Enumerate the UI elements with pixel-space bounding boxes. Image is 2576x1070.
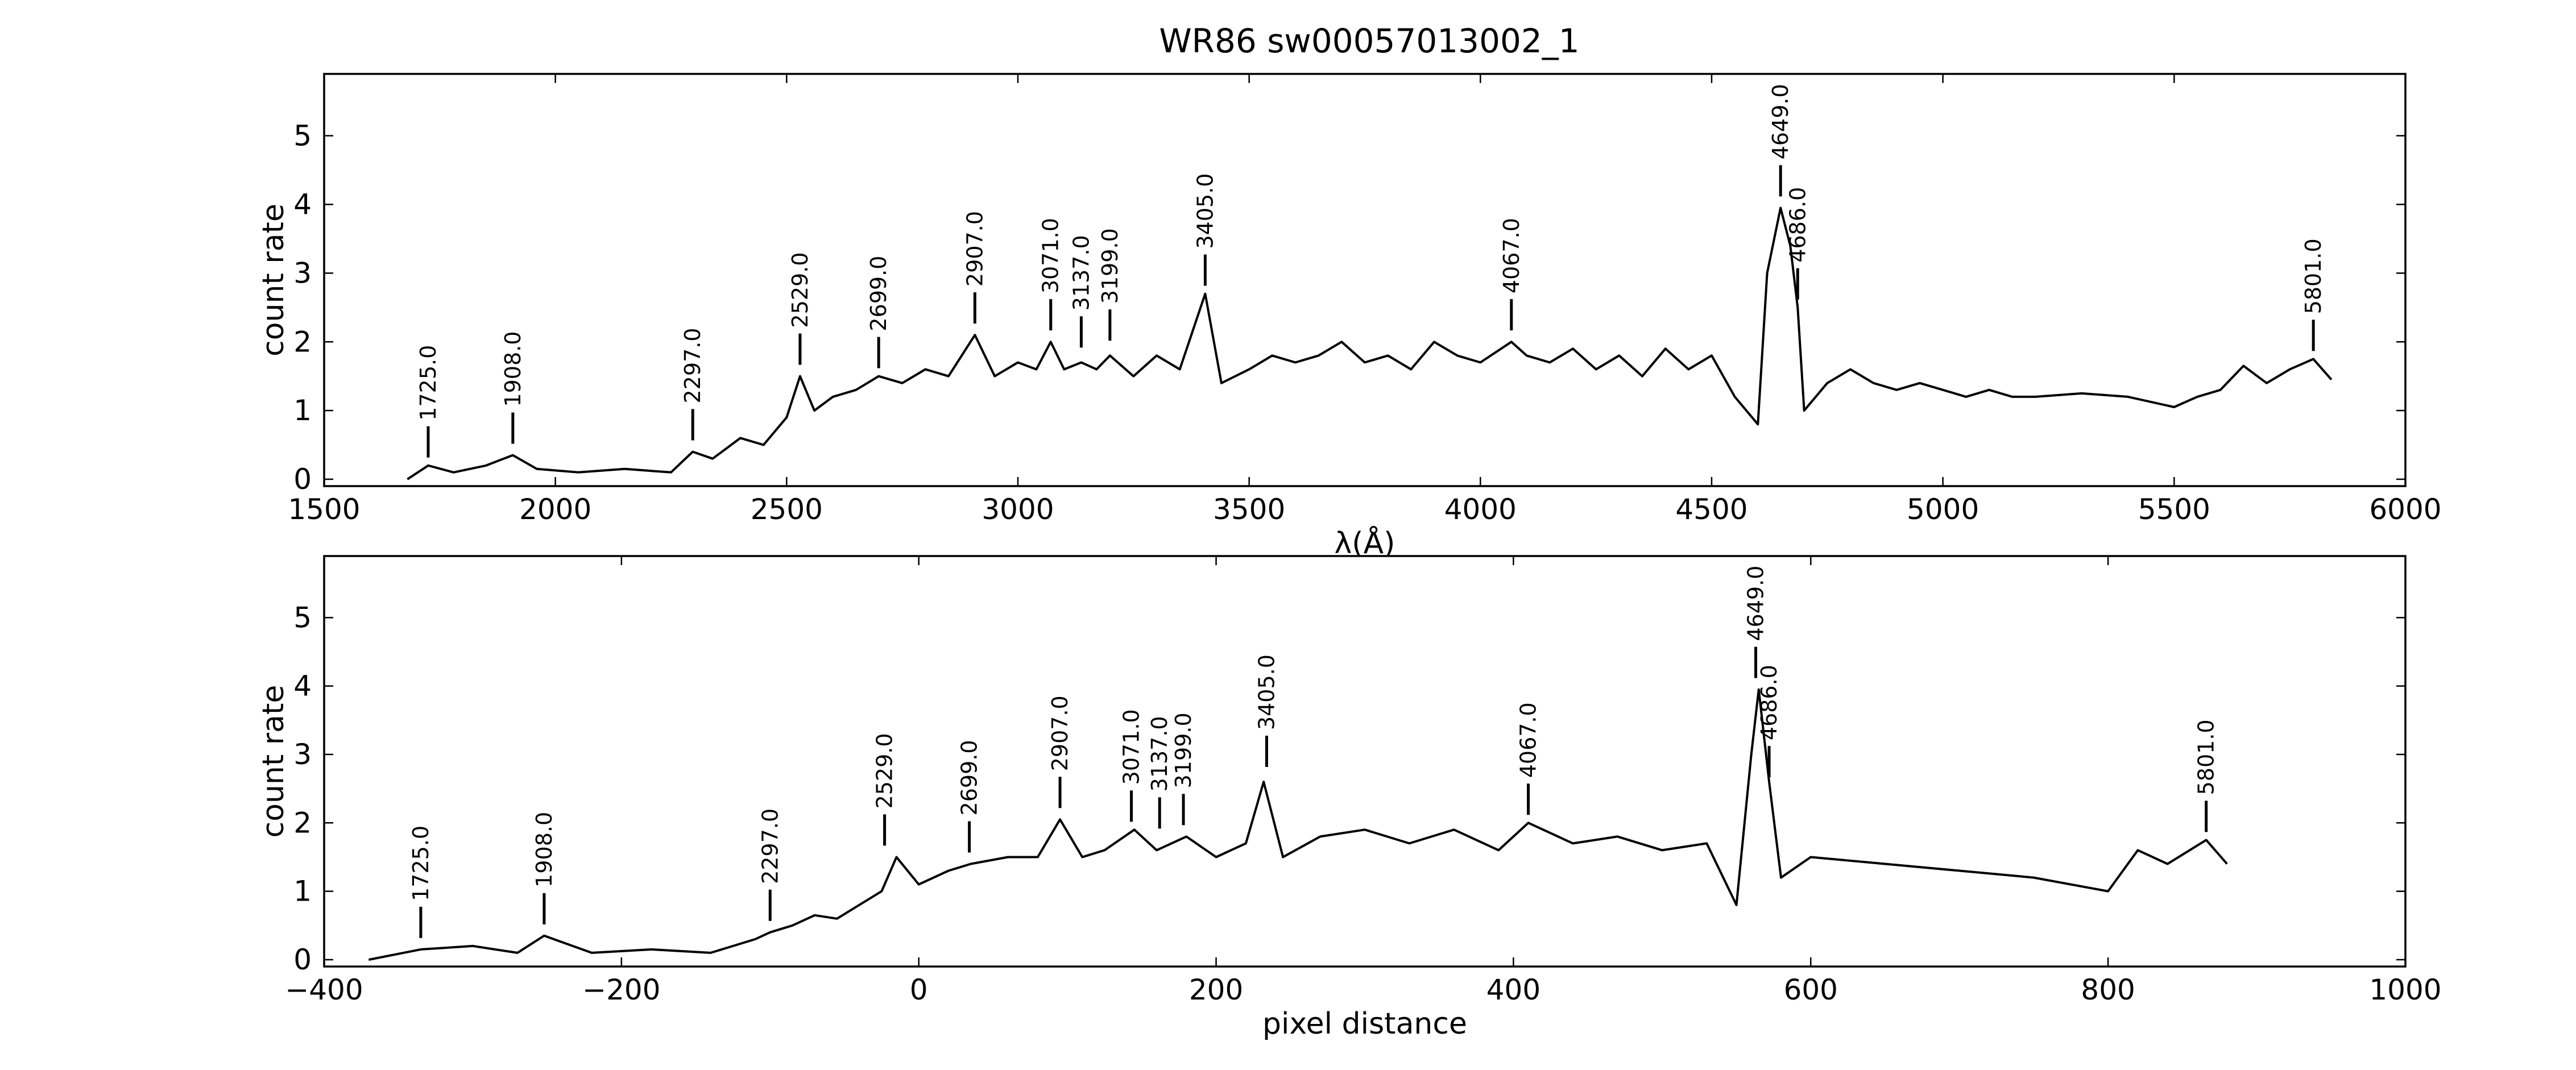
bottom-line-id-label: 2699.0 [957,740,982,815]
top-line-id-label: 2699.0 [866,256,891,331]
top-line-id-label: 2907.0 [962,211,987,287]
top-line-id-label: 3137.0 [1068,235,1094,310]
top-line-id-label: 1725.0 [416,345,441,421]
bottom-panel: −400 −200 0 200 400 600 800 1000 0 1 2 3 4 5 count rat… [256,555,2442,1041]
figure-title: WR86 sw00057013002_1 [1159,22,1579,60]
chart-panels: 1500 2000 2500 3000 3500 4000 4500 5000 5500 6000… [256,73,2442,1041]
top-line-id-label: 3071.0 [1038,218,1063,293]
bottom-line-id-label: 4686.0 [1757,665,1782,740]
top-ytick-label: 2 [293,325,312,358]
bottom-line-id-label: 1725.0 [408,826,433,901]
top-axes-frame [323,73,2407,487]
bottom-ytick-label: 3 [293,738,312,771]
top-ytick-label: 4 [293,188,312,221]
top-xtick-label: 4000 [1444,493,1517,526]
top-ylabel: count rate [256,204,291,356]
top-spectrum-line [407,206,2333,480]
bottom-xtick-label: −400 [285,973,363,1006]
top-line-id-label: 1908.0 [500,331,525,407]
top-ytick-label: 3 [293,256,312,289]
bottom-xtick-label: 0 [910,973,928,1006]
bottom-line-id-label: 4649.0 [1743,566,1769,641]
bottom-line-id-label: 3405.0 [1254,654,1279,730]
top-line-id-label: 4067.0 [1499,218,1524,293]
top-xtick-label: 5000 [1907,493,1979,526]
bottom-ytick-label: 1 [293,875,312,908]
top-line-id-label: 5801.0 [2301,238,2326,314]
top-ytick-label: 5 [293,119,312,152]
bottom-line-id-label: 3071.0 [1119,709,1144,785]
top-xtick-label: 1500 [288,493,360,526]
bottom-ytick-label: 5 [293,601,312,634]
bottom-line-id-label: 3199.0 [1171,712,1196,788]
top-xtick-label: 5500 [2138,493,2210,526]
top-line-id-label: 3405.0 [1192,173,1217,249]
bottom-ylabel: count rate [256,685,291,838]
top-line-id-label: 4686.0 [1785,187,1810,263]
top-xtick-label: 3000 [981,493,1054,526]
top-xtick-label: 2000 [519,493,591,526]
top-xlabel: λ(Å) [1335,525,1395,561]
bottom-xlabel: pixel distance [1262,1007,1467,1041]
top-panel: 1500 2000 2500 3000 3500 4000 4500 5000 5500 6000… [256,73,2442,561]
top-line-id-label: 2529.0 [788,252,813,328]
top-line-id-label: 4649.0 [1768,84,1793,160]
top-xtick-label: 4500 [1675,493,1747,526]
bottom-line-id-label: 2297.0 [757,808,782,884]
top-line-id-label: 2297.0 [680,328,705,404]
top-xtick-label: 3500 [1213,493,1285,526]
bottom-line-id-label: 3137.0 [1147,716,1172,791]
bottom-spectrum-line [368,688,2228,961]
bottom-line-id-label: 5801.0 [2194,719,2219,795]
bottom-ytick-label: 4 [293,670,312,703]
top-xtick-label: 6000 [2369,493,2441,526]
bottom-ytick-label: 2 [293,806,312,839]
bottom-ytick-label: 0 [293,943,312,976]
bottom-xtick-label: 200 [1189,973,1243,1006]
bottom-xtick-label: 600 [1784,973,1838,1006]
top-ytick-label: 1 [293,394,312,427]
top-xtick-label: 2500 [751,493,823,526]
top-line-id-label: 3199.0 [1098,228,1123,304]
bottom-xtick-label: 400 [1486,973,1540,1006]
bottom-line-id-label: 1908.0 [532,812,557,887]
bottom-line-id-label: 4067.0 [1516,702,1541,778]
bottom-line-id-label: 2529.0 [872,733,897,808]
bottom-axes-frame [323,555,2407,968]
bottom-line-id-label: 2907.0 [1047,695,1072,771]
bottom-xtick-label: 800 [2081,973,2135,1006]
bottom-xtick-label: 1000 [2369,973,2441,1006]
top-ytick-label: 0 [293,463,312,496]
bottom-xtick-label: −200 [582,973,660,1006]
